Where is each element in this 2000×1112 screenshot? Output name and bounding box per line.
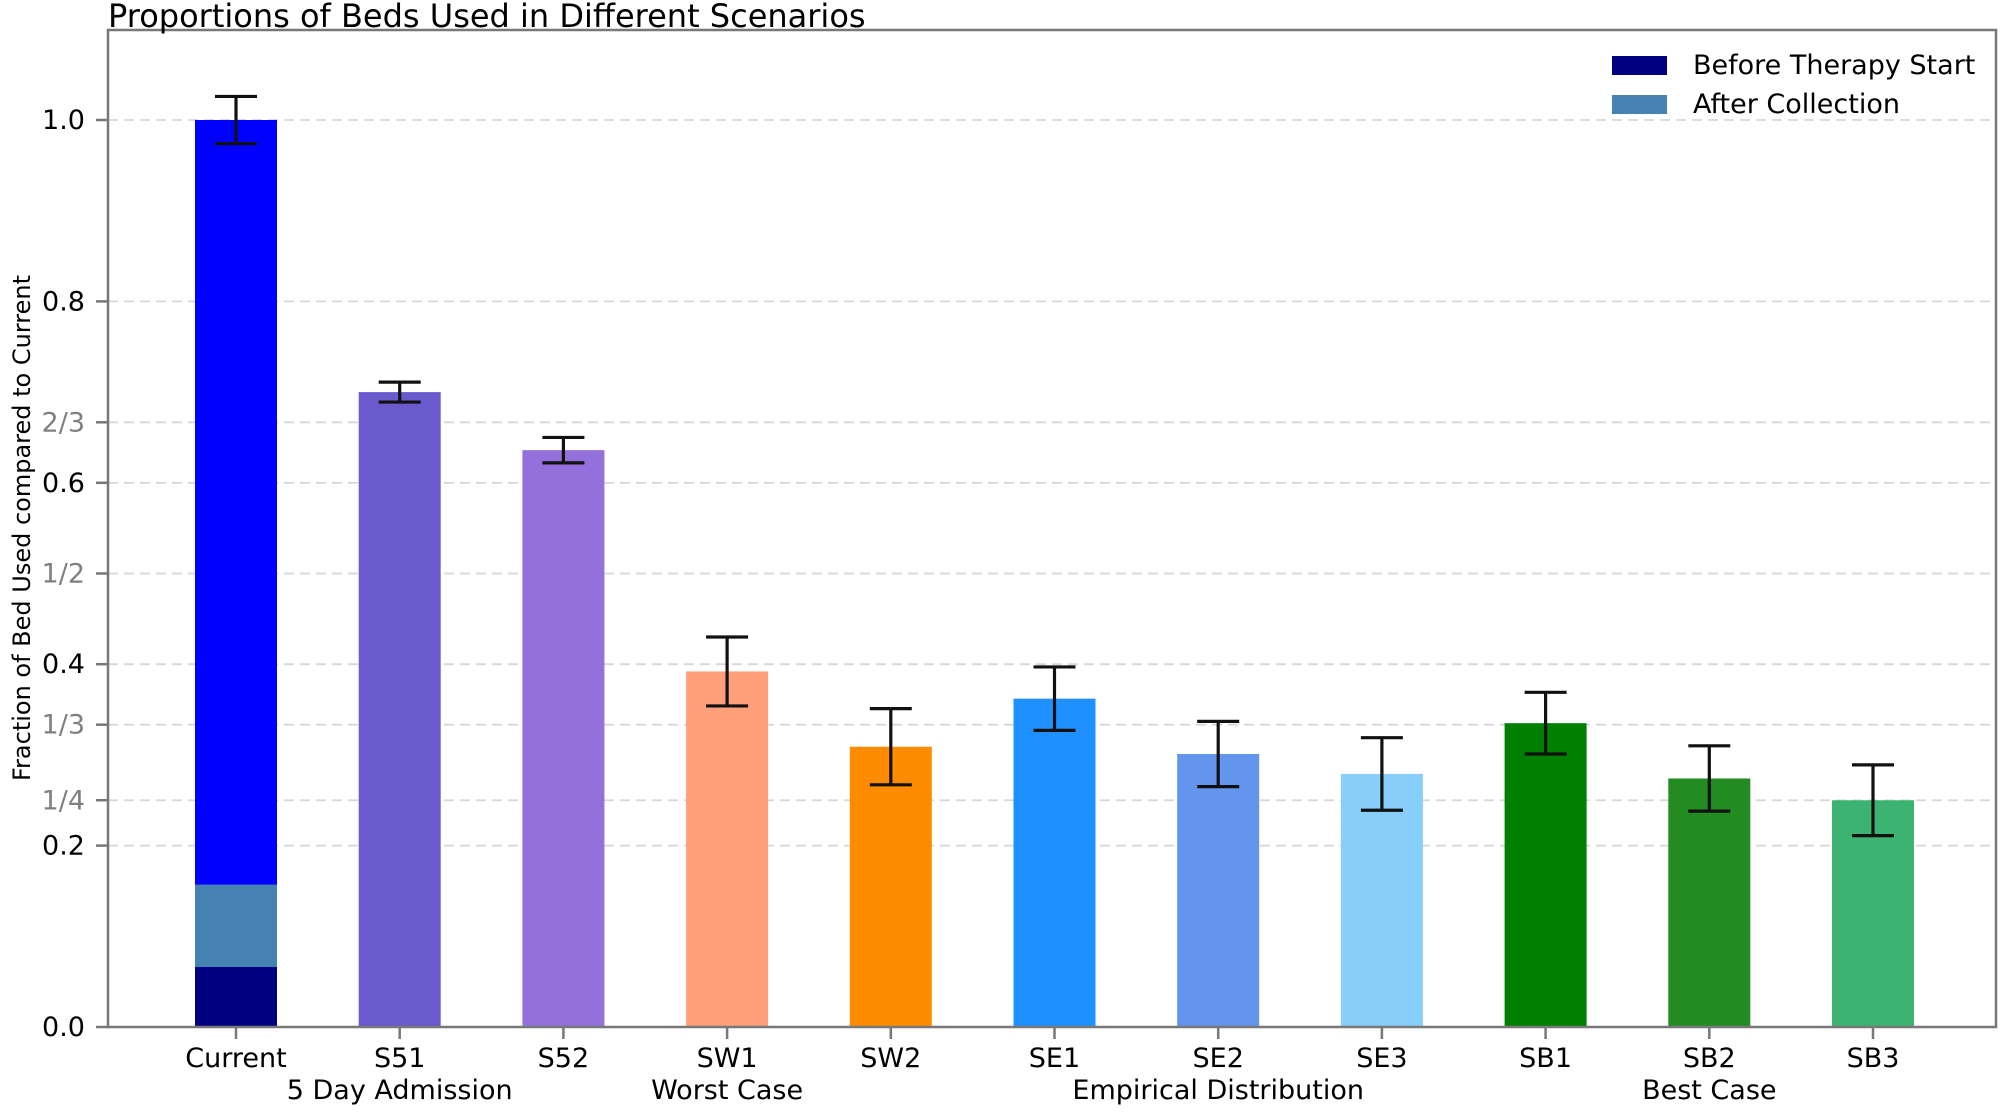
y-tick-label: 1/3 bbox=[42, 710, 85, 741]
legend: Before Therapy Start After Collection bbox=[1612, 46, 1975, 124]
chart-title: Proportions of Beds Used in Different Sc… bbox=[108, 0, 866, 35]
x-tick-label-SW2: SW2 bbox=[860, 1043, 921, 1074]
bar-SW1 bbox=[686, 671, 769, 1027]
y-tick-label: 0.8 bbox=[42, 286, 85, 317]
bar-segment-Current bbox=[195, 967, 277, 1027]
bar-SB2 bbox=[1668, 778, 1751, 1027]
legend-label: After Collection bbox=[1693, 89, 1900, 120]
group-label: Best Case bbox=[1642, 1075, 1776, 1106]
x-tick-label-S52: S52 bbox=[538, 1043, 590, 1074]
x-tick-label-SE2: SE2 bbox=[1193, 1043, 1244, 1074]
axes-spines bbox=[106, 28, 1998, 1029]
x-tick-label-SB3: SB3 bbox=[1847, 1043, 1900, 1074]
x-tick-label-Current: Current bbox=[185, 1043, 286, 1074]
bar-SB1 bbox=[1504, 723, 1587, 1027]
y-tick-label: 0.0 bbox=[42, 1012, 85, 1043]
group-label: Empirical Distribution bbox=[1072, 1075, 1364, 1106]
legend-swatch-after-collection bbox=[1612, 95, 1667, 114]
y-tick-label: 0.4 bbox=[42, 649, 85, 680]
y-axis-label: Fraction of Bed Used compared to Current bbox=[8, 274, 36, 782]
y-tick-label: 2/3 bbox=[42, 407, 85, 438]
y-tick-label: 1/2 bbox=[42, 559, 85, 590]
x-tick-label-S51: S51 bbox=[374, 1043, 426, 1074]
bar-SW2 bbox=[849, 746, 932, 1027]
group-label: 5 Day Admission bbox=[287, 1075, 513, 1106]
y-tick-label: 1/4 bbox=[42, 785, 85, 816]
bar-SE3 bbox=[1340, 773, 1423, 1027]
bar-SE1 bbox=[1013, 698, 1096, 1027]
x-tick-label-SB2: SB2 bbox=[1683, 1043, 1736, 1074]
bar-S52 bbox=[522, 450, 605, 1027]
legend-item-before-therapy-start: Before Therapy Start bbox=[1612, 46, 1975, 85]
bar-segment-Current bbox=[195, 884, 277, 968]
y-tick-label: 1.0 bbox=[42, 105, 85, 136]
legend-item-after-collection: After Collection bbox=[1612, 85, 1975, 124]
bar-SB3 bbox=[1832, 800, 1914, 1027]
legend-swatch-before-therapy-start bbox=[1612, 56, 1667, 75]
x-tick-label-SB1: SB1 bbox=[1519, 1043, 1572, 1074]
bar-Current bbox=[195, 120, 277, 1027]
x-tick-label-SE1: SE1 bbox=[1029, 1043, 1080, 1074]
x-tick-label-SW1: SW1 bbox=[697, 1043, 758, 1074]
x-tick-label-SE3: SE3 bbox=[1356, 1043, 1407, 1074]
group-label: Worst Case bbox=[651, 1075, 803, 1106]
y-tick-label: 0.2 bbox=[42, 831, 85, 862]
legend-label: Before Therapy Start bbox=[1693, 50, 1976, 81]
bar-SE2 bbox=[1177, 753, 1260, 1027]
bar-S51 bbox=[358, 392, 441, 1028]
y-tick-label: 0.6 bbox=[42, 468, 85, 499]
